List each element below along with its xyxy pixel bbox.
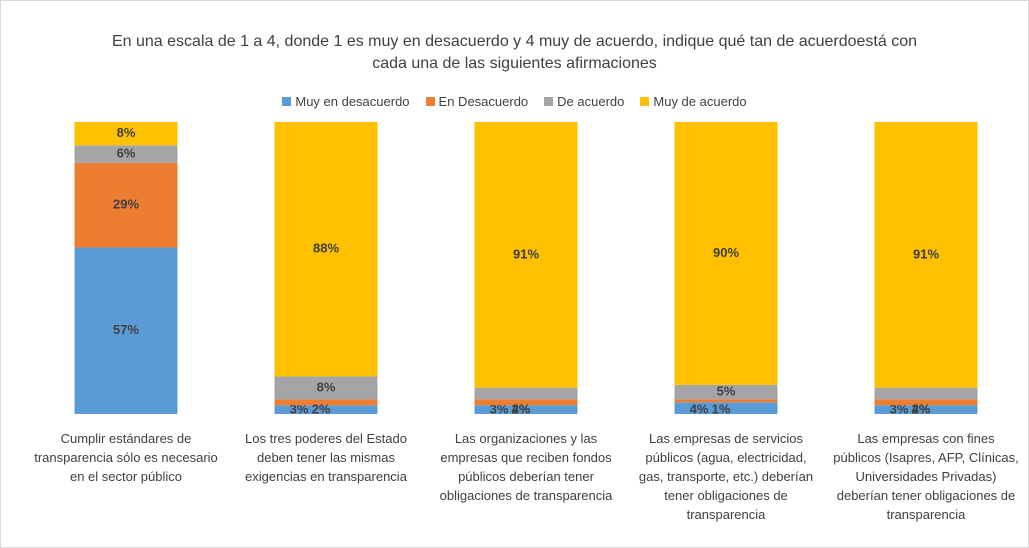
data-label: 4% bbox=[512, 401, 531, 416]
bar-segment bbox=[474, 387, 578, 400]
legend-swatch bbox=[640, 97, 650, 106]
legend-swatch bbox=[425, 97, 435, 106]
data-label: 8% bbox=[317, 379, 336, 394]
bar-segment bbox=[674, 384, 778, 400]
legend-item: De acuerdo bbox=[544, 94, 624, 109]
bar-segment bbox=[74, 162, 178, 248]
bar-segment bbox=[674, 402, 778, 414]
data-label: 91% bbox=[513, 246, 539, 261]
data-label: 88% bbox=[313, 241, 339, 256]
data-label: 8% bbox=[117, 125, 136, 140]
chart-title: En una escala de 1 a 4, donde 1 es muy e… bbox=[111, 33, 917, 72]
bar-segment bbox=[674, 122, 778, 385]
legend-item: Muy en desacuerdo bbox=[282, 94, 410, 109]
data-label: 29% bbox=[113, 197, 139, 212]
data-label: 57% bbox=[113, 322, 139, 337]
bar-segment bbox=[474, 399, 578, 406]
x-tick-label: Las organizaciones y las empresas que re… bbox=[439, 431, 613, 503]
bar-segment bbox=[874, 387, 978, 400]
bar-segment bbox=[874, 399, 978, 406]
data-label: 1% bbox=[712, 401, 731, 416]
legend-label: Muy en desacuerdo bbox=[295, 94, 410, 109]
legend-swatch bbox=[544, 97, 554, 106]
legend-item: En Desacuerdo bbox=[425, 94, 529, 109]
data-label: 91% bbox=[913, 246, 939, 261]
bar-segment bbox=[474, 122, 578, 388]
x-tick-label: Las empresas con fines públicos (Isapres… bbox=[833, 431, 1019, 522]
bar-segment bbox=[474, 405, 578, 414]
bar-segment bbox=[74, 145, 178, 163]
x-tick-label: Cumplir estándares de transparencia sólo… bbox=[34, 431, 218, 484]
bar-segment bbox=[274, 376, 378, 400]
legend-label: De acuerdo bbox=[557, 94, 625, 109]
data-label: 90% bbox=[713, 245, 739, 260]
legend-item: Muy de acuerdo bbox=[640, 94, 747, 109]
bar-segment bbox=[874, 405, 978, 414]
data-label: 6% bbox=[117, 146, 136, 161]
data-label: 4% bbox=[690, 401, 709, 416]
x-tick-label: Los tres poderes del Estado deben tener … bbox=[245, 431, 407, 484]
data-label: 2% bbox=[312, 401, 331, 416]
bar-segment bbox=[74, 122, 178, 146]
bar-segment bbox=[274, 405, 378, 414]
bar-segment bbox=[274, 122, 378, 377]
bar-segment bbox=[274, 399, 378, 406]
bar-segment bbox=[874, 122, 978, 388]
bar-segment bbox=[74, 247, 178, 414]
data-label: 5% bbox=[717, 384, 736, 399]
x-tick-label: Las empresas de servicios públicos (agua… bbox=[638, 431, 814, 522]
legend-label: En Desacuerdo bbox=[438, 94, 529, 109]
legend-swatch bbox=[282, 97, 292, 106]
bar-segment bbox=[674, 399, 778, 403]
legend-label: Muy de acuerdo bbox=[653, 94, 747, 109]
data-label: 2% bbox=[912, 401, 931, 416]
data-label: 4% bbox=[912, 401, 931, 416]
legend: Muy en desacuerdo En Desacuerdo De acuerdo… bbox=[1, 94, 1028, 109]
data-label: 2% bbox=[512, 401, 531, 416]
